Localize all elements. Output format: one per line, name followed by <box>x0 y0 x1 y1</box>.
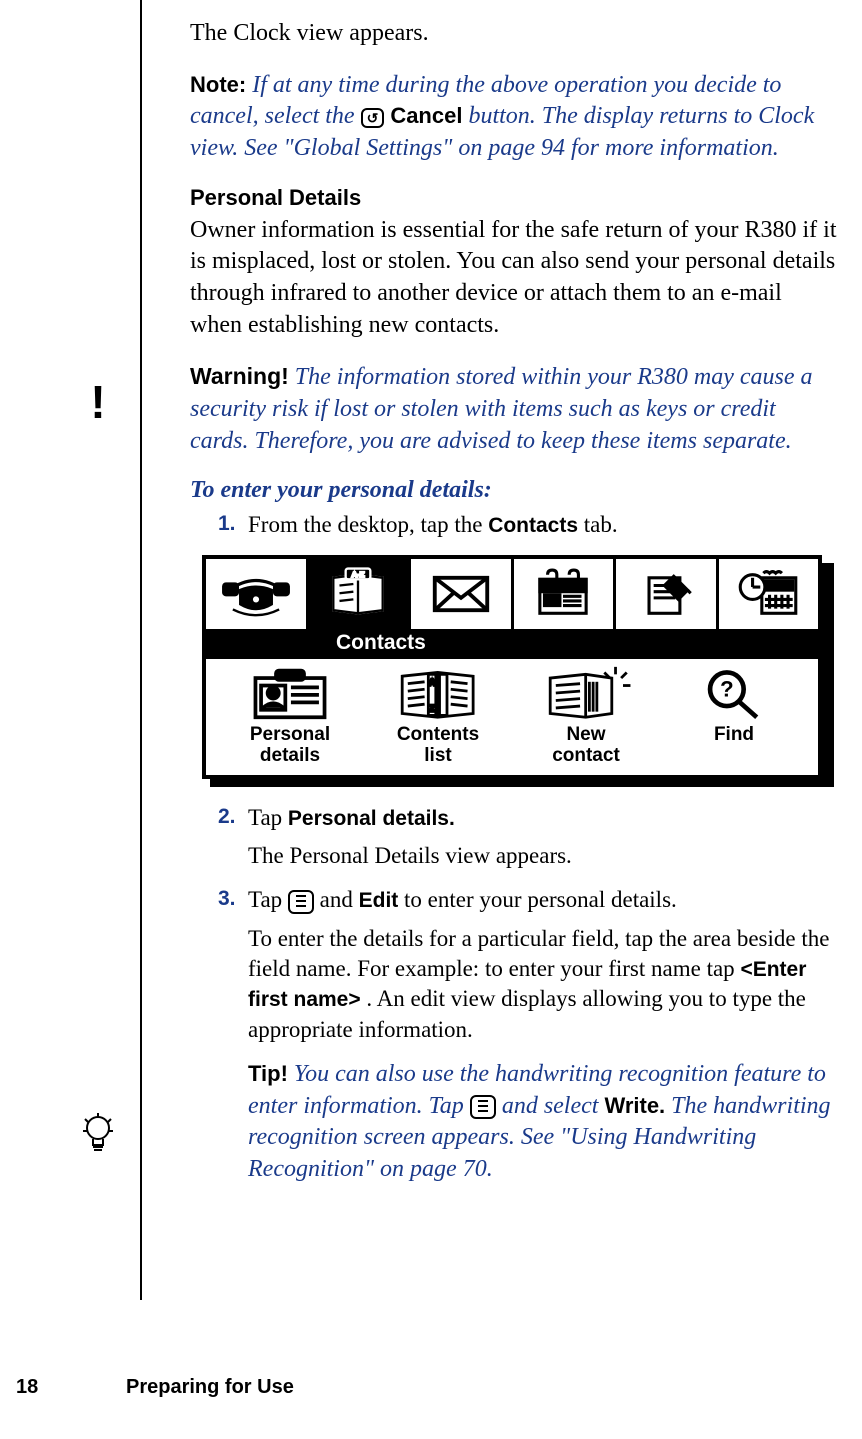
sub-newc-l2: contact <box>552 745 620 766</box>
sub-new-contact[interactable]: New contact <box>516 665 656 767</box>
top-tab-row: A-Z <box>206 559 818 629</box>
svg-text:?: ? <box>720 676 734 701</box>
sub-contents-l2: list <box>424 745 451 766</box>
step-1-after: tab. <box>584 512 618 537</box>
tab-notes[interactable] <box>616 559 719 629</box>
menu-icon <box>288 890 314 914</box>
menu-icon-2 <box>470 1095 496 1119</box>
warning-paragraph: Warning! The information stored within y… <box>190 361 838 457</box>
note-label: Note: <box>190 72 246 97</box>
note-paragraph: Note: If at any time during the above op… <box>190 70 838 165</box>
tab-contacts[interactable]: A-Z <box>309 559 412 629</box>
step-1-bold: Contacts <box>488 514 578 537</box>
tip-mid: and select <box>502 1093 605 1119</box>
step-1: 1. From the desktop, tap the Contacts ta… <box>218 510 838 540</box>
cancel-button-label: Cancel <box>390 103 462 128</box>
section-title: Preparing for Use <box>126 1376 294 1399</box>
sub-find-l1: Find <box>714 724 754 745</box>
svg-text:A-Z: A-Z <box>352 570 365 579</box>
step-3-after: to enter your personal details. <box>404 887 677 912</box>
tab-mail[interactable] <box>411 559 514 629</box>
vertical-rule <box>140 0 142 1300</box>
step-2: 2. Tap Personal details. The Personal De… <box>218 803 838 872</box>
sub-contents-list[interactable]: A Z Contents list <box>368 665 508 767</box>
step-3: 3. Tap and Edit to enter your personal d… <box>218 885 838 1045</box>
tip-paragraph: Tip! You can also use the handwriting re… <box>248 1059 838 1186</box>
tab-extras[interactable] <box>719 559 819 629</box>
tip-bulb-icon <box>78 1113 118 1162</box>
step-3-number: 3. <box>218 885 248 1045</box>
contacts-label-bar: Contacts <box>206 629 818 659</box>
personal-details-paragraph: Owner information is essential for the s… <box>190 215 838 342</box>
enter-personal-heading: To enter your personal details: <box>190 477 838 504</box>
tab-phone[interactable] <box>206 559 309 629</box>
sub-personal-l1: Personal <box>250 724 330 745</box>
tab-calendar[interactable] <box>514 559 617 629</box>
step-3-bold: Edit <box>359 889 399 912</box>
sub-personal-details[interactable]: Personal details <box>220 665 360 767</box>
page-number: 18 <box>16 1376 126 1399</box>
step-2-bold: Personal details. <box>288 807 455 830</box>
cancel-return-icon: ↺ <box>361 108 385 128</box>
step-1-before: From the desktop, tap the <box>248 512 488 537</box>
step-2-before: Tap <box>248 805 288 830</box>
personal-details-heading: Personal Details <box>190 185 838 211</box>
warning-icon: ! <box>78 375 118 429</box>
tip-label: Tip! <box>248 1061 288 1086</box>
page-footer: 18 Preparing for Use <box>16 1376 294 1399</box>
warning-label: Warning! <box>190 363 289 389</box>
sub-contents-l1: Contents <box>397 724 479 745</box>
step-3-mid: and <box>320 887 359 912</box>
step-1-number: 1. <box>218 510 248 540</box>
sub-personal-l2: details <box>260 745 320 766</box>
svg-text:Z: Z <box>430 703 436 713</box>
step-2-sub: The Personal Details view appears. <box>248 841 838 871</box>
step-2-number: 2. <box>218 803 248 872</box>
clock-view-line: The Clock view appears. <box>190 18 838 50</box>
tip-write-bold: Write. <box>604 1093 665 1118</box>
sub-newc-l1: New <box>566 724 605 745</box>
sub-find[interactable]: ? Find <box>664 665 804 746</box>
contacts-screenshot: A-Z <box>202 555 826 779</box>
step-3-before: Tap <box>248 887 288 912</box>
svg-text:A: A <box>429 677 436 687</box>
